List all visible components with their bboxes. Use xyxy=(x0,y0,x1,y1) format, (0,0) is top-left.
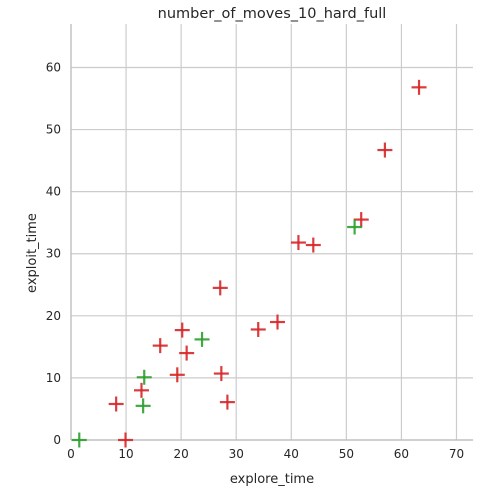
y-tick-label: 20 xyxy=(46,309,61,323)
data-point xyxy=(71,432,87,448)
x-tick-label: 40 xyxy=(284,447,299,461)
data-point xyxy=(174,322,190,338)
x-tick-label: 20 xyxy=(173,447,188,461)
data-point xyxy=(212,280,228,296)
x-tick-label: 50 xyxy=(339,447,354,461)
axes xyxy=(70,24,473,441)
x-tick-label: 10 xyxy=(118,447,133,461)
data-point xyxy=(118,432,134,448)
y-axis-label: exploit_time xyxy=(25,213,40,293)
grid xyxy=(70,24,473,441)
data-point xyxy=(213,366,229,382)
data-point xyxy=(411,79,427,95)
y-tick-label: 40 xyxy=(46,185,61,199)
data-point xyxy=(377,142,393,158)
data-point xyxy=(169,367,185,383)
data-point xyxy=(353,212,369,228)
data-point xyxy=(270,314,286,330)
data-points xyxy=(71,79,427,448)
x-tick-label: 30 xyxy=(229,447,244,461)
data-point xyxy=(133,382,149,398)
chart-title: number_of_moves_10_hard_full xyxy=(158,6,387,22)
data-point xyxy=(219,394,235,410)
x-tick-label: 0 xyxy=(67,447,75,461)
data-point xyxy=(250,321,266,337)
data-point xyxy=(290,235,306,251)
data-point xyxy=(347,219,363,235)
x-tick-labels: 0 10 20 30 40 50 60 70 xyxy=(67,447,464,461)
y-tick-label: 60 xyxy=(46,60,61,74)
x-tick-label: 70 xyxy=(449,447,464,461)
data-point xyxy=(179,345,195,361)
data-point xyxy=(136,369,152,385)
data-point xyxy=(305,237,321,253)
data-point xyxy=(152,338,168,354)
data-point xyxy=(194,331,210,347)
x-tick-label: 60 xyxy=(394,447,409,461)
y-tick-label: 10 xyxy=(46,371,61,385)
data-point xyxy=(108,396,124,412)
y-tick-label: 30 xyxy=(46,247,61,261)
y-tick-label: 0 xyxy=(53,433,61,447)
y-tick-label: 50 xyxy=(46,123,61,137)
data-point xyxy=(135,398,151,414)
y-tick-labels: 0 10 20 30 40 50 60 xyxy=(46,60,61,447)
x-axis-label: explore_time xyxy=(230,472,314,487)
